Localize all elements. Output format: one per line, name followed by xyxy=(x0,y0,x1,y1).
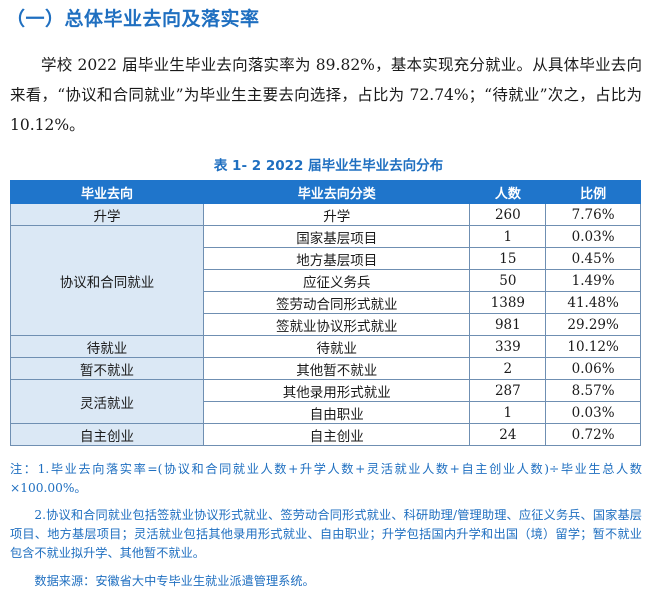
count-cell: 15 xyxy=(469,247,547,270)
ratio-cell: 8.57% xyxy=(545,379,641,402)
group-name-cell: 升学 xyxy=(10,203,204,226)
count-cell: 260 xyxy=(469,203,547,226)
category-cell: 国家基层项目 xyxy=(202,225,471,248)
ratio-cell: 10.12% xyxy=(545,335,641,358)
table-row: 暂不就业 其他暂不就业 2 0.06% xyxy=(10,357,641,380)
header-category: 毕业去向分类 xyxy=(202,180,471,204)
category-cell: 签就业协议形式就业 xyxy=(202,313,471,336)
ratio-cell: 7.76% xyxy=(545,203,641,226)
category-cell: 待就业 xyxy=(202,335,471,358)
ratio-cell: 1.49% xyxy=(545,269,641,292)
ratio-cell: 0.06% xyxy=(545,357,641,380)
ratio-cell: 0.03% xyxy=(545,401,641,424)
count-cell: 24 xyxy=(469,423,547,446)
group-name-cell: 灵活就业 xyxy=(10,379,204,424)
count-cell: 1 xyxy=(469,225,547,248)
group-name-cell: 自主创业 xyxy=(10,423,204,446)
category-cell: 其他暂不就业 xyxy=(202,357,471,380)
table-caption: 表 1- 2 2022 届毕业生毕业去向分布 xyxy=(213,158,444,174)
table-row: 协议和合同就业 国家基层项目 1 0.03% xyxy=(10,225,641,336)
table-row: 自主创业 自主创业 24 0.72% xyxy=(10,423,641,446)
destination-table: 毕业去向 毕业去向分类 人数 比例 升学 升学 260 7.76% 协议和合同就… xyxy=(10,180,641,446)
category-cell: 签劳动合同形式就业 xyxy=(202,291,471,314)
group-name-cell: 暂不就业 xyxy=(10,357,204,380)
group-name-cell: 协议和合同就业 xyxy=(10,225,204,336)
ratio-cell: 0.72% xyxy=(545,423,641,446)
category-cell: 应征义务兵 xyxy=(202,269,471,292)
group-name-cell: 待就业 xyxy=(10,335,204,358)
category-cell: 升学 xyxy=(202,203,471,226)
header-count: 人数 xyxy=(469,180,547,204)
note-definitions: 2.协议和合同就业包括签就业协议形式就业、签劳动合同形式就业、科研助理/管理助理… xyxy=(10,508,642,560)
count-cell: 50 xyxy=(469,269,547,292)
table-row: 升学 升学 260 7.76% xyxy=(10,203,641,226)
category-cell: 自由职业 xyxy=(202,401,471,424)
section-heading: （一）总体毕业去向及落实率 xyxy=(6,8,260,30)
ratio-cell: 0.45% xyxy=(545,247,641,270)
table-row: 待就业 待就业 339 10.12% xyxy=(10,335,641,358)
header-ratio: 比例 xyxy=(545,180,641,204)
count-cell: 1 xyxy=(469,401,547,424)
ratio-cell: 0.03% xyxy=(545,225,641,248)
header-destination: 毕业去向 xyxy=(10,180,204,204)
count-cell: 1389 xyxy=(469,291,547,314)
table-row: 自由职业 1 0.03% xyxy=(11,401,641,424)
note-data-source: 数据来源：安徽省大中专毕业生就业派遣管理系统。 xyxy=(34,574,315,588)
table-row: 应征义务兵 50 1.49% xyxy=(11,269,641,292)
table-row: 灵活就业 其他录用形式就业 287 8.57% xyxy=(10,379,641,424)
note-formula: 注：1.毕业去向落实率=(协议和合同就业人数+升学人数+灵活就业人数+自主创业人… xyxy=(10,462,642,495)
table-row: 签就业协议形式就业 981 29.29% xyxy=(11,313,641,336)
ratio-cell: 41.48% xyxy=(545,291,641,314)
summary-paragraph: 学校 2022 届毕业生毕业去向落实率为 89.82%，基本实现充分就业。从具体… xyxy=(10,56,642,134)
ratio-cell: 29.29% xyxy=(545,313,641,336)
count-cell: 339 xyxy=(469,335,547,358)
count-cell: 981 xyxy=(469,313,547,336)
table-header-row: 毕业去向 毕业去向分类 人数 比例 xyxy=(10,180,641,204)
category-cell: 其他录用形式就业 xyxy=(202,379,471,402)
count-cell: 287 xyxy=(469,379,547,402)
category-cell: 地方基层项目 xyxy=(202,247,471,270)
category-cell: 自主创业 xyxy=(202,423,471,446)
count-cell: 2 xyxy=(469,357,547,380)
